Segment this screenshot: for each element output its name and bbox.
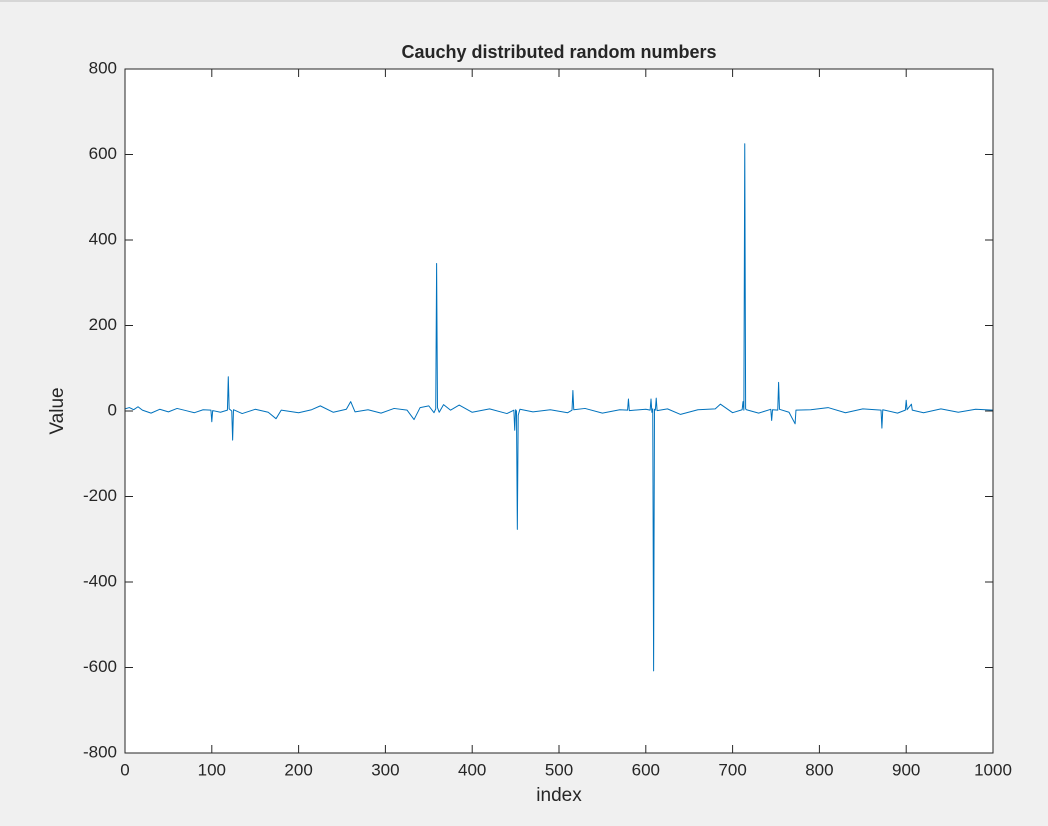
y-tick-label: 200 [89,315,117,334]
x-tick-label: 800 [805,760,833,779]
x-tick-label: 0 [120,760,129,779]
y-tick-label: 600 [89,144,117,163]
y-tick-label: -400 [83,571,117,590]
x-tick-label: 600 [632,760,660,779]
x-tick-label: 300 [371,760,399,779]
x-tick-label: 1000 [974,760,1012,779]
x-tick-label: 200 [284,760,312,779]
x-tick-label: 700 [718,760,746,779]
y-tick-label: 400 [89,229,117,248]
y-axis-label: Value [47,387,68,434]
y-tick-label: -200 [83,486,117,505]
y-tick-label: 800 [89,58,117,77]
data-line [124,143,994,672]
y-tick-label: -800 [83,742,117,761]
x-tick-label: 400 [458,760,486,779]
chart-title: Cauchy distributed random numbers [401,42,716,62]
y-tick-label: -600 [83,657,117,676]
y-tick-label: 0 [108,400,117,419]
x-axis-label: index [536,785,582,806]
x-tick-label: 900 [892,760,920,779]
x-tick-label: 500 [545,760,573,779]
x-tick-label: 100 [198,760,226,779]
